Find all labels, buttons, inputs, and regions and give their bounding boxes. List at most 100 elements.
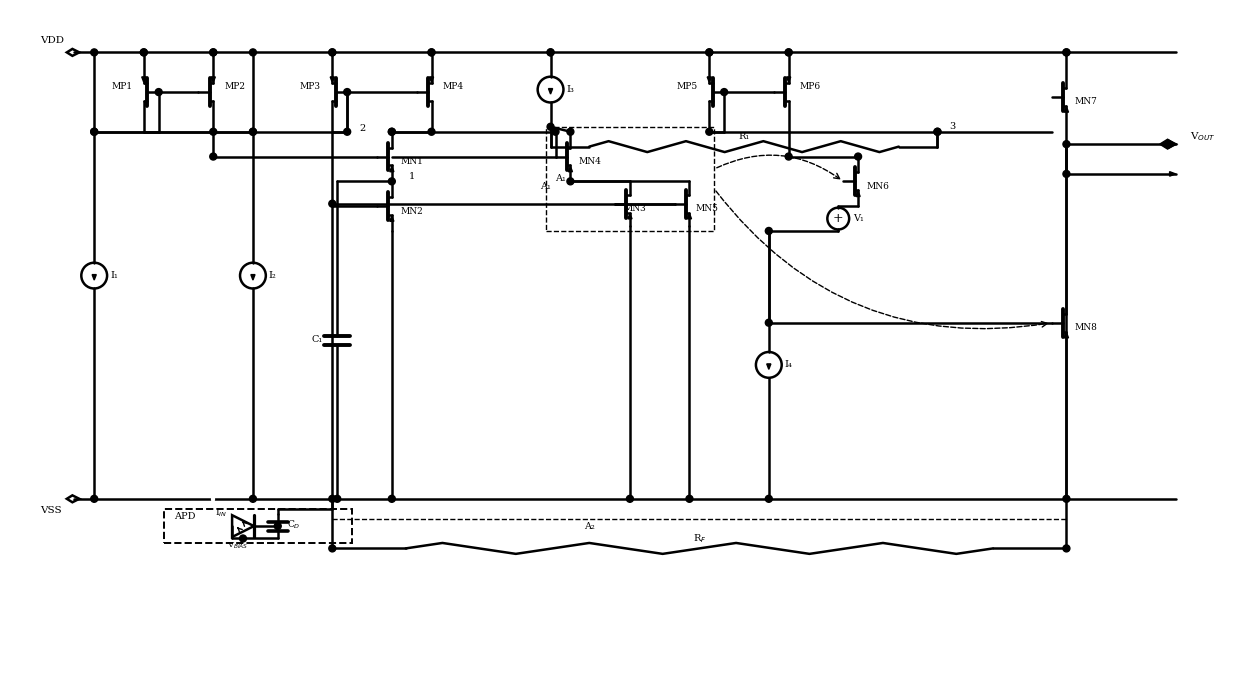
Text: MN4: MN4 (579, 157, 601, 166)
Circle shape (428, 128, 435, 135)
Polygon shape (389, 216, 394, 221)
Circle shape (155, 89, 162, 95)
Circle shape (140, 49, 148, 56)
Circle shape (239, 535, 247, 542)
Text: V₁: V₁ (853, 214, 863, 223)
Text: V$_{OUT}$: V$_{OUT}$ (1190, 130, 1216, 143)
Text: R$_F$: R$_F$ (693, 532, 706, 545)
Text: I₂: I₂ (269, 271, 277, 280)
Circle shape (854, 153, 862, 160)
Circle shape (334, 496, 341, 503)
Text: APD: APD (174, 512, 195, 522)
Circle shape (91, 49, 98, 56)
Circle shape (388, 128, 396, 135)
Circle shape (1063, 496, 1070, 503)
Circle shape (626, 496, 634, 503)
Polygon shape (389, 167, 394, 172)
Polygon shape (627, 214, 632, 219)
Text: 1: 1 (408, 172, 415, 181)
Circle shape (1063, 49, 1070, 56)
Polygon shape (568, 167, 573, 172)
Text: A₁: A₁ (556, 174, 565, 183)
Text: MP5: MP5 (677, 82, 698, 90)
Polygon shape (250, 274, 255, 280)
Circle shape (706, 49, 713, 56)
Text: MN1: MN1 (401, 157, 423, 166)
Circle shape (91, 128, 98, 135)
Text: MN3: MN3 (624, 204, 646, 213)
Text: MN8: MN8 (1075, 323, 1097, 332)
Circle shape (210, 128, 217, 135)
Circle shape (934, 128, 941, 135)
Polygon shape (330, 77, 335, 83)
Polygon shape (429, 77, 434, 83)
Text: MP2: MP2 (224, 82, 246, 90)
Circle shape (785, 49, 792, 56)
Polygon shape (92, 274, 97, 280)
Text: C₁: C₁ (311, 335, 324, 344)
Circle shape (720, 89, 728, 95)
Circle shape (706, 128, 713, 135)
Text: A₁: A₁ (541, 182, 551, 191)
Text: +: + (833, 212, 843, 225)
Text: VDD: VDD (40, 36, 63, 45)
Text: MP6: MP6 (800, 82, 821, 90)
Text: MP3: MP3 (300, 82, 321, 90)
Circle shape (547, 49, 554, 56)
Circle shape (547, 123, 554, 130)
Polygon shape (1169, 172, 1176, 176)
Circle shape (329, 49, 336, 56)
Text: MP4: MP4 (443, 82, 464, 90)
Circle shape (428, 49, 435, 56)
Polygon shape (687, 214, 692, 219)
Circle shape (934, 128, 941, 135)
Circle shape (329, 200, 336, 207)
Circle shape (567, 178, 574, 185)
Text: MN5: MN5 (696, 204, 719, 213)
Circle shape (210, 49, 217, 56)
Circle shape (547, 49, 554, 56)
Circle shape (785, 49, 792, 56)
Text: VSS: VSS (40, 506, 61, 515)
Text: 3: 3 (949, 122, 956, 132)
Text: MN2: MN2 (401, 206, 423, 216)
Polygon shape (548, 89, 553, 94)
Circle shape (329, 49, 336, 56)
Circle shape (1063, 170, 1070, 177)
Text: 2: 2 (358, 125, 366, 133)
Circle shape (343, 89, 351, 95)
Circle shape (91, 128, 98, 135)
Circle shape (329, 496, 336, 503)
Circle shape (765, 496, 773, 503)
Circle shape (249, 49, 257, 56)
Polygon shape (141, 77, 146, 83)
Polygon shape (856, 191, 861, 197)
Polygon shape (1159, 139, 1176, 149)
Circle shape (249, 128, 257, 135)
Circle shape (91, 496, 98, 503)
Text: I₃: I₃ (567, 85, 574, 94)
Text: I₁: I₁ (110, 271, 118, 280)
Circle shape (210, 49, 217, 56)
Circle shape (1063, 49, 1070, 56)
Circle shape (428, 49, 435, 56)
Text: V$_{BIAS}$: V$_{BIAS}$ (227, 540, 249, 551)
Circle shape (329, 545, 336, 552)
Polygon shape (211, 77, 216, 83)
Text: C$_D$: C$_D$ (286, 519, 300, 531)
Circle shape (785, 153, 792, 160)
Text: R₁: R₁ (738, 132, 750, 141)
Text: MN7: MN7 (1075, 97, 1097, 106)
Bar (164, 509, 352, 543)
Circle shape (388, 128, 396, 135)
Circle shape (249, 496, 257, 503)
Circle shape (706, 49, 713, 56)
Circle shape (765, 319, 773, 326)
Circle shape (686, 496, 693, 503)
Circle shape (343, 128, 351, 135)
Circle shape (210, 153, 217, 160)
Polygon shape (766, 364, 771, 370)
Polygon shape (1064, 106, 1069, 112)
Text: A₂: A₂ (584, 522, 595, 531)
Circle shape (567, 128, 574, 135)
